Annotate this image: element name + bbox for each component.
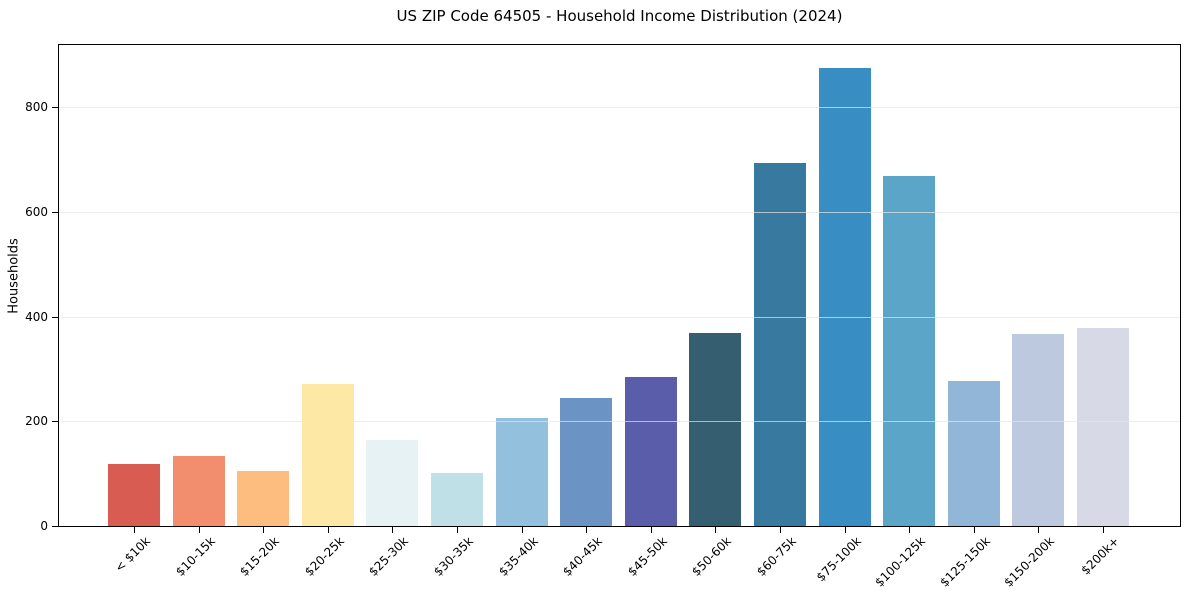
x-tick-mark bbox=[1038, 527, 1039, 533]
plot-area bbox=[58, 44, 1181, 527]
gridline-800 bbox=[59, 107, 1180, 108]
x-tick-mark bbox=[586, 527, 587, 533]
bar-$75-100k bbox=[818, 68, 871, 526]
bar-$35-40k bbox=[495, 418, 548, 526]
x-tick-mark bbox=[328, 527, 329, 533]
x-tick-mark bbox=[780, 527, 781, 533]
y-axis-label: Households bbox=[6, 238, 22, 314]
x-tick-mark bbox=[651, 527, 652, 533]
x-tick-mark bbox=[909, 527, 910, 533]
x-tick-mark bbox=[974, 527, 975, 533]
bar-$100-125k bbox=[883, 176, 936, 526]
x-tick-mark bbox=[134, 527, 135, 533]
y-tick-label: 200 bbox=[25, 414, 48, 428]
y-tick-mark bbox=[52, 212, 58, 213]
bar-$15-20k bbox=[237, 471, 290, 526]
bar-$25-30k bbox=[366, 440, 419, 526]
chart-title: US ZIP Code 64505 - Household Income Dis… bbox=[396, 7, 843, 25]
gridline-400 bbox=[59, 317, 1180, 318]
x-tick-mark bbox=[522, 527, 523, 533]
x-tick-mark bbox=[392, 527, 393, 533]
y-tick-mark bbox=[52, 526, 58, 527]
x-tick-mark bbox=[457, 527, 458, 533]
bar-$200k+ bbox=[1077, 328, 1129, 526]
y-tick-label: 800 bbox=[25, 100, 48, 114]
gridline-200 bbox=[59, 421, 1180, 422]
bar-$10-15k bbox=[172, 456, 225, 526]
y-tick-mark bbox=[52, 421, 58, 422]
bar-$125-150k bbox=[947, 381, 1000, 526]
bar-$50-60k bbox=[689, 333, 742, 526]
y-tick-mark bbox=[52, 317, 58, 318]
x-tick-label: < $10k bbox=[112, 534, 153, 575]
y-tick-label: 600 bbox=[25, 205, 48, 219]
x-tick-mark bbox=[263, 527, 264, 533]
x-tick-mark bbox=[1103, 527, 1104, 533]
bar-$60-75k bbox=[754, 163, 806, 526]
x-tick-mark bbox=[199, 527, 200, 533]
y-tick-label: 400 bbox=[25, 310, 48, 324]
bar-$40-45k bbox=[560, 398, 613, 526]
bar-$45-50k bbox=[624, 377, 677, 526]
bar-$30-35k bbox=[431, 473, 483, 526]
y-tick-mark bbox=[52, 107, 58, 108]
bar-< $10k bbox=[108, 464, 160, 526]
x-tick-mark bbox=[715, 527, 716, 533]
y-tick-label: 0 bbox=[40, 519, 48, 533]
bar-$150-200k bbox=[1012, 334, 1065, 526]
gridline-600 bbox=[59, 212, 1180, 213]
bar-$20-25k bbox=[301, 384, 354, 526]
x-tick-mark bbox=[845, 527, 846, 533]
